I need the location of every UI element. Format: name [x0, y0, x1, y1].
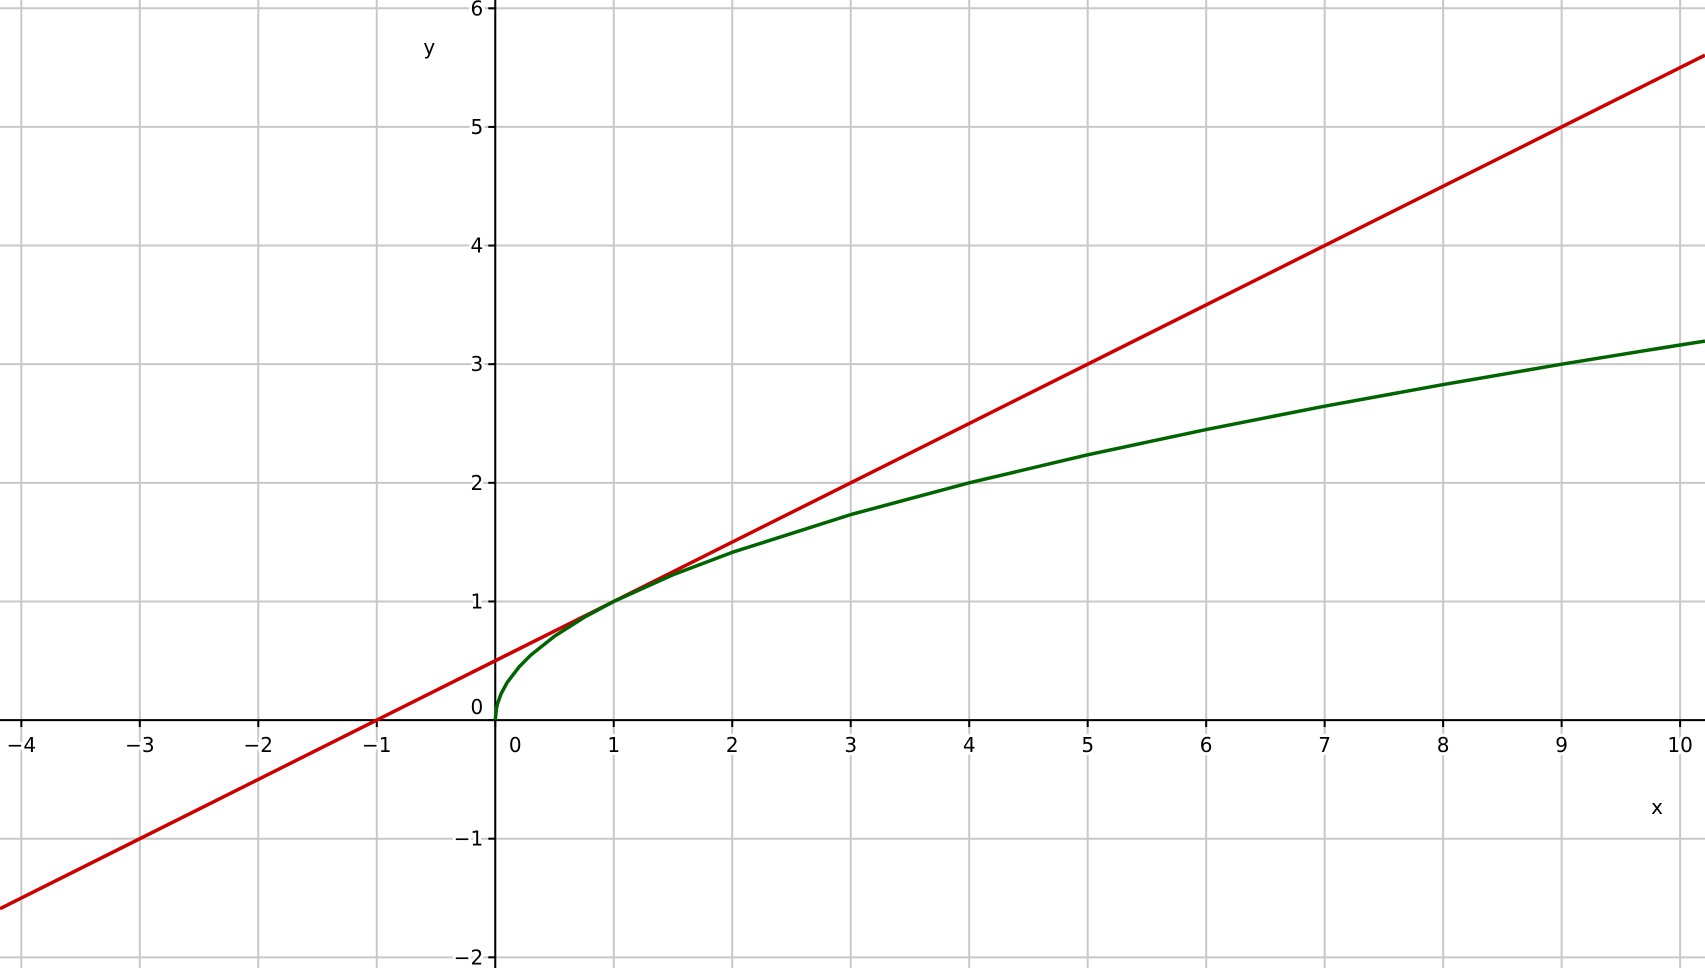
- y-tick-label: 4: [471, 234, 484, 258]
- x-axis-label: x: [1651, 795, 1663, 819]
- x-tick-label: 6: [1200, 733, 1213, 757]
- y-tick-label: −1: [454, 827, 483, 851]
- y-tick-label: 2: [471, 471, 484, 495]
- y-tick-label: 5: [471, 115, 484, 139]
- y-tick-label: 1: [471, 589, 484, 613]
- x-tick-label: 0: [509, 733, 522, 757]
- x-tick-label: −1: [362, 733, 391, 757]
- y-tick-label: 6: [471, 0, 484, 20]
- x-tick-label: −4: [7, 733, 36, 757]
- curve: [0, 53, 1705, 911]
- y-tick-label: 3: [471, 352, 484, 376]
- y-tick-label: 0: [471, 695, 484, 719]
- y-axis-label: y: [423, 35, 435, 59]
- x-tick-label: 5: [1081, 733, 1094, 757]
- x-tick-label: 9: [1555, 733, 1568, 757]
- x-tick-label: 7: [1318, 733, 1331, 757]
- x-tick-label: 3: [844, 733, 857, 757]
- x-tick-label: 1: [607, 733, 620, 757]
- x-tick-label: 4: [963, 733, 976, 757]
- x-tick-label: −3: [125, 733, 154, 757]
- x-tick-label: −2: [244, 733, 273, 757]
- x-tick-label: 2: [726, 733, 739, 757]
- x-tick-label: 10: [1667, 733, 1692, 757]
- y-tick-label: −2: [454, 945, 483, 968]
- x-tick-label: 8: [1437, 733, 1450, 757]
- curve: [493, 339, 1705, 721]
